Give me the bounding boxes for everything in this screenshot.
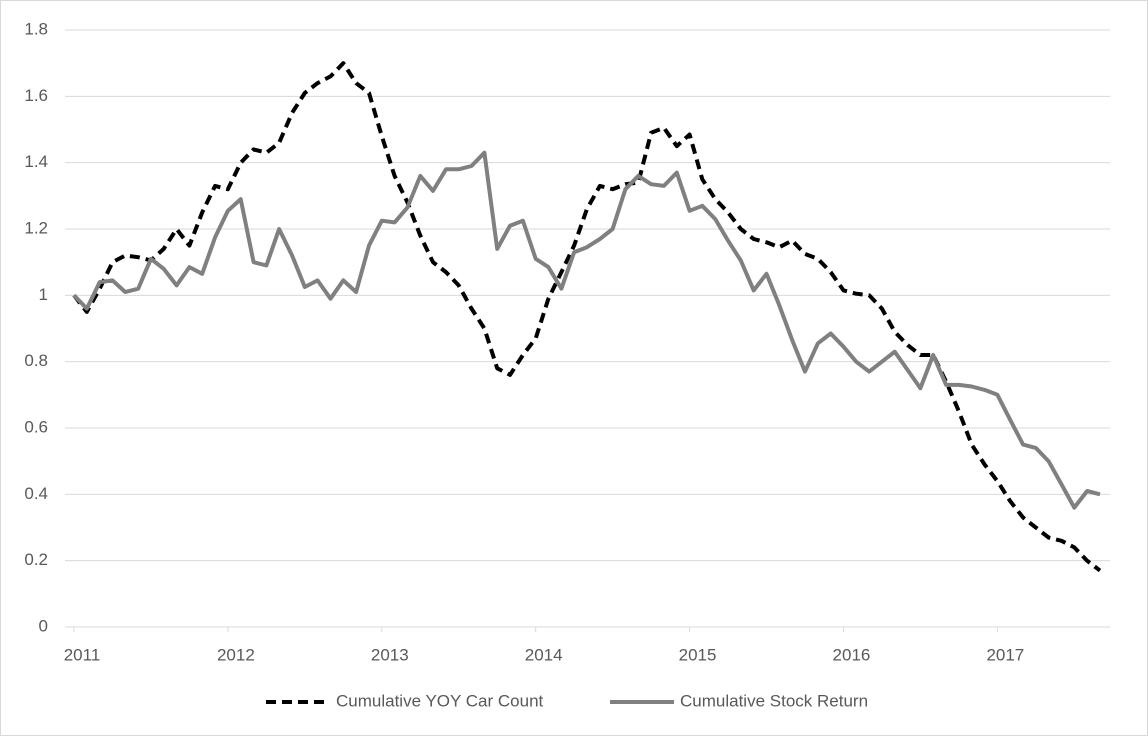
data-line — [72, 61, 1102, 573]
x-tick-label: 2015 — [679, 645, 717, 664]
y-tick-label: 0.8 — [24, 351, 48, 370]
y-tick-label: 0.6 — [24, 417, 48, 436]
x-tick-label: 2012 — [217, 645, 255, 664]
y-tick-label: 0.4 — [24, 484, 48, 503]
x-tick-label: 2016 — [833, 645, 871, 664]
x-tick-label: 2013 — [371, 645, 409, 664]
y-tick-label: 1.2 — [24, 218, 48, 237]
y-tick-label: 1.6 — [24, 86, 48, 105]
data-line — [72, 150, 1101, 510]
x-tick-label: 2011 — [64, 645, 101, 664]
y-tick-label: 0 — [39, 616, 48, 635]
y-tick-label: 1 — [39, 285, 48, 304]
legend-label: Cumulative Stock Return — [680, 691, 868, 710]
x-tick-label: 2017 — [986, 645, 1024, 664]
x-tick-label: 2014 — [525, 645, 563, 664]
y-tick-label: 1.4 — [24, 152, 48, 171]
legend-label: Cumulative YOY Car Count — [336, 691, 544, 710]
y-tick-label: 1.8 — [24, 19, 48, 38]
y-tick-label: 0.2 — [24, 550, 48, 569]
